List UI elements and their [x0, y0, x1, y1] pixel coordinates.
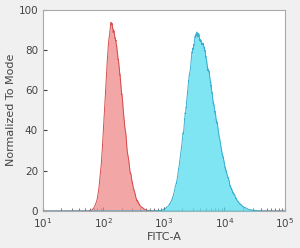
- Y-axis label: Normalized To Mode: Normalized To Mode: [6, 54, 16, 166]
- X-axis label: FITC-A: FITC-A: [146, 232, 181, 243]
